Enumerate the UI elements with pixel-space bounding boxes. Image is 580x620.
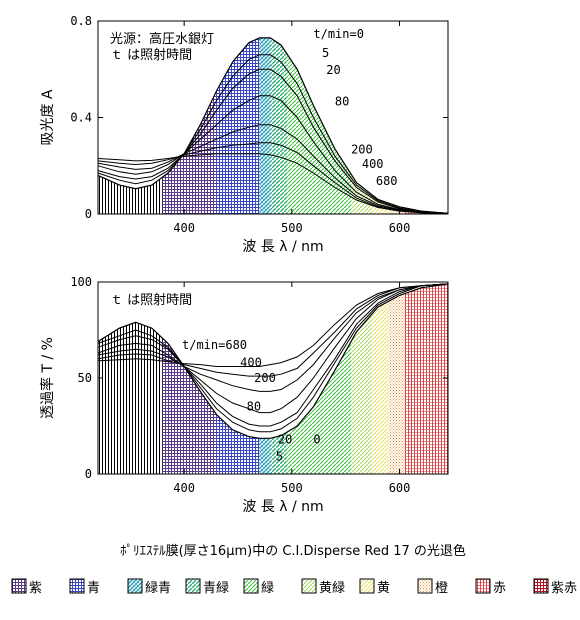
- spectral-band: [388, 283, 405, 474]
- legend-label: 赤: [493, 581, 506, 596]
- y-tick-label: 100: [70, 275, 92, 289]
- series-line-0: [97, 283, 449, 439]
- absorbance-chart: 400 500 600 0 0.4 0.8 波 長 λ / nm 吸光度 A 光源：高圧水銀灯ｔ…: [40, 14, 449, 255]
- color-legend: 紫 青 緑青 青緑 緑 黄緑 黄 橙 赤 紫赤: [11, 578, 577, 596]
- spectral-band: [216, 283, 260, 474]
- legend-label: 橙: [435, 581, 448, 596]
- series-label: 20: [326, 63, 340, 77]
- series-label: 80: [335, 94, 349, 108]
- spectral-band: [270, 37, 287, 214]
- series-line-80: [97, 95, 449, 214]
- legend-item: 橙: [417, 578, 448, 596]
- legend-swatch: [301, 578, 317, 594]
- figure-caption: ﾎﾟﾘｴｽﾃﾙ膜(厚さ16μm)中の C.I.Disperse Red 17 の…: [120, 543, 466, 559]
- annotation-text: 光源：高圧水銀灯: [110, 31, 214, 47]
- series-label: 20: [278, 432, 292, 446]
- legend-swatch: [417, 578, 433, 594]
- spectral-band: [259, 37, 271, 214]
- x-tick-label: 400: [173, 481, 195, 495]
- spectral-band: [372, 283, 389, 474]
- series-line-5: [97, 54, 449, 214]
- series-label: 80: [247, 400, 261, 414]
- legend-swatch: [11, 578, 27, 594]
- legend-label: 緑青: [145, 581, 171, 596]
- legend-swatch: [475, 578, 491, 594]
- legend-swatch: [69, 578, 85, 594]
- legend-item: 青緑: [185, 578, 229, 596]
- series-label: t/min=680: [182, 338, 247, 352]
- legend-swatch: [243, 578, 259, 594]
- y-tick-label: 0: [85, 467, 92, 481]
- x-axis-label: 波 長 λ / nm: [242, 239, 323, 255]
- series-line-20: [97, 68, 449, 214]
- legend-label: 紫: [29, 581, 42, 596]
- series-label: 400: [362, 157, 384, 171]
- series-label: 400: [240, 355, 262, 369]
- y-tick-label: 0.4: [70, 111, 92, 125]
- legend-item: 赤: [475, 578, 506, 596]
- annotation-text: ｔ は照射時間: [110, 47, 192, 63]
- x-tick-label: 500: [281, 481, 303, 495]
- x-axis-label: 波 長 λ / nm: [242, 499, 323, 515]
- spectral-band: [216, 37, 260, 214]
- series-label: 200: [351, 143, 373, 157]
- y-tick-label: 50: [78, 371, 92, 385]
- annotation-text: ｔ は照射時間: [110, 292, 192, 308]
- spectral-band: [404, 283, 448, 474]
- series-label: 200: [254, 371, 276, 385]
- x-tick-label: 400: [173, 221, 195, 235]
- legend-item: 青: [69, 578, 100, 596]
- series-line-680: [97, 153, 449, 215]
- series-label: 5: [276, 450, 283, 464]
- spectral-band: [162, 283, 217, 474]
- series-line-0: [97, 37, 449, 214]
- legend-item: 紫: [11, 578, 42, 596]
- series-label: t/min=0: [313, 27, 364, 41]
- legend-item: 黄: [359, 578, 390, 596]
- legend-label: 緑: [261, 581, 274, 596]
- series-line-5: [97, 283, 449, 433]
- y-tick-label: 0.8: [70, 14, 92, 28]
- series-line-680: [97, 283, 449, 367]
- legend-item: 紫赤: [533, 578, 577, 596]
- legend-label: 紫赤: [551, 581, 577, 596]
- legend-item: 緑青: [127, 578, 171, 596]
- legend-label: 青: [87, 581, 100, 596]
- y-tick-label: 0: [85, 207, 92, 221]
- legend-label: 黄: [377, 581, 390, 596]
- legend-swatch: [185, 578, 201, 594]
- series-line-400: [97, 142, 449, 214]
- legend-swatch: [359, 578, 375, 594]
- x-tick-label: 600: [389, 481, 411, 495]
- legend-label: 黄緑: [319, 581, 345, 596]
- series-label: 5: [322, 46, 329, 60]
- series-line-200: [97, 124, 449, 214]
- y-axis-label: 吸光度 A: [40, 89, 56, 145]
- series-label: 0: [313, 432, 320, 446]
- spectral-band: [98, 283, 163, 474]
- series-line-200: [97, 283, 449, 392]
- legend-label: 青緑: [203, 581, 229, 596]
- series-line-400: [97, 283, 449, 377]
- x-tick-label: 500: [281, 221, 303, 235]
- legend-swatch: [127, 578, 143, 594]
- series-label: 680: [376, 174, 398, 188]
- y-axis-label: 透過率 T / %: [39, 337, 56, 419]
- legend-item: 黄緑: [301, 578, 345, 596]
- legend-item: 緑: [243, 578, 274, 596]
- spectral-band: [404, 37, 448, 214]
- legend-swatch: [533, 578, 549, 594]
- series-line-20: [97, 283, 449, 427]
- series-line-80: [97, 283, 449, 414]
- x-tick-label: 600: [389, 221, 411, 235]
